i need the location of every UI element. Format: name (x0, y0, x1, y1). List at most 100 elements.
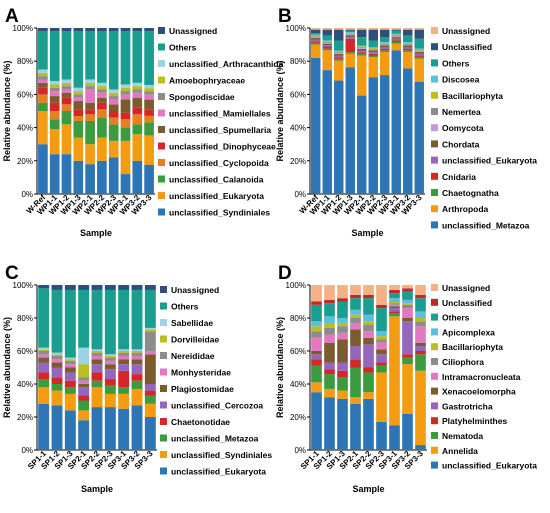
bar-segment (345, 28, 355, 30)
y-tick-label: 60% (17, 347, 33, 356)
legend-label: unclassified_Metazoa (171, 434, 259, 444)
y-tick-label: 20% (290, 157, 306, 166)
legend-label: Platyhelminthes (442, 416, 507, 426)
bar-segment (49, 96, 60, 103)
bar-segment (91, 364, 103, 373)
bar-segment (324, 362, 335, 370)
bar-segment (51, 390, 63, 406)
bar-segment (144, 354, 156, 384)
legend-swatch (158, 126, 165, 133)
bar-segment (64, 289, 76, 358)
bar-segment (104, 379, 116, 386)
bar-segment (322, 43, 332, 46)
bar-segment (391, 30, 401, 34)
bar-segment (403, 43, 413, 45)
bar-segment (131, 349, 143, 351)
x-axis-title: Sample (80, 228, 112, 238)
bar-segment (357, 50, 367, 53)
bar-segment (91, 355, 103, 360)
bar-segment (78, 364, 90, 378)
bar-segment (357, 28, 367, 30)
bar-segment (311, 285, 322, 302)
bar-segment (363, 344, 374, 368)
bar-segment (363, 314, 374, 322)
panel-c: C 0% 20% 40% 60% 80% 100% Relative abundance (%… (2, 263, 272, 494)
y-tick-label: 60% (17, 90, 33, 99)
bar-segment (311, 365, 322, 383)
bar-segment (61, 124, 72, 155)
bar-segment (85, 102, 95, 110)
legend-label: unclassified_Dinophyceae (169, 142, 276, 152)
legend-swatch (431, 124, 438, 132)
legend-label: Unassigned (171, 285, 219, 295)
bar-segment (38, 31, 48, 70)
bar-segment (97, 31, 107, 83)
bar-segment (73, 28, 84, 32)
bar-segment (324, 327, 335, 335)
bar-segment (376, 304, 387, 309)
legend-label: Gastrotricha (442, 401, 493, 411)
bar-segment (350, 359, 361, 368)
bar-segment (357, 45, 367, 47)
bar-segment (337, 301, 348, 318)
bar-segment (144, 135, 154, 165)
bar-segment (350, 322, 361, 330)
bar-segment (311, 354, 322, 360)
legend-label: Ciliophora (442, 357, 484, 367)
legend-swatch (158, 76, 165, 84)
bar-segment (131, 289, 143, 350)
bar-segment (38, 87, 48, 95)
legend-label: Others (442, 58, 470, 68)
bar-segment (38, 69, 48, 73)
bar-segment (391, 40, 401, 43)
bar-segment (345, 53, 355, 68)
bar-segment (322, 45, 332, 47)
bar-segment (85, 79, 95, 83)
bar-segment (61, 28, 72, 32)
legend-label: unclassified_Mamiellales (169, 109, 271, 119)
y-tick-label: 40% (17, 380, 33, 389)
bar-segment (415, 298, 426, 312)
legend-swatch (431, 59, 438, 67)
legend-swatch (431, 343, 438, 351)
panel-a: A 0% 20% 40% 60% 80% 100% Relative abundance (%… (2, 6, 284, 238)
legend-swatch (431, 140, 438, 148)
bar-segment (311, 301, 322, 305)
bar-segment (118, 352, 130, 356)
bar-segment (345, 37, 355, 39)
bar-segment (85, 114, 95, 121)
bar-segment (357, 46, 367, 48)
legend-label: Xenacoelomorpha (442, 387, 516, 397)
bar-segment (415, 294, 426, 299)
legend-label: Apicomplexa (442, 327, 495, 337)
bar-segment (38, 285, 50, 289)
bar-segment (97, 117, 107, 138)
bar-segment (415, 311, 426, 318)
bar-segment (144, 417, 156, 450)
bar-segment (51, 405, 63, 450)
bar-segment (61, 97, 72, 105)
bar-segment (322, 42, 332, 44)
bar-segment (91, 372, 103, 381)
bar-segment (131, 388, 143, 406)
bar-segment (104, 354, 116, 356)
bar-segment (64, 367, 76, 373)
bar-segment (402, 318, 413, 322)
bar-segment (337, 298, 348, 302)
bar-segment (73, 101, 84, 110)
bar-segment (402, 291, 413, 300)
bar-segment (38, 102, 48, 111)
bar-segment (345, 67, 355, 194)
bar-segment (144, 109, 154, 116)
y-tick-label: 20% (17, 157, 33, 166)
bar-segment (415, 370, 426, 446)
bar-segment (376, 354, 387, 363)
bar-segment (118, 285, 130, 290)
bar-segment (311, 37, 321, 40)
bar-segment (38, 76, 48, 80)
bar-segment (345, 35, 355, 38)
bar-segment (363, 398, 374, 450)
bar-segment (337, 326, 348, 333)
legend-swatch (158, 175, 165, 183)
bar-segment (91, 349, 103, 351)
